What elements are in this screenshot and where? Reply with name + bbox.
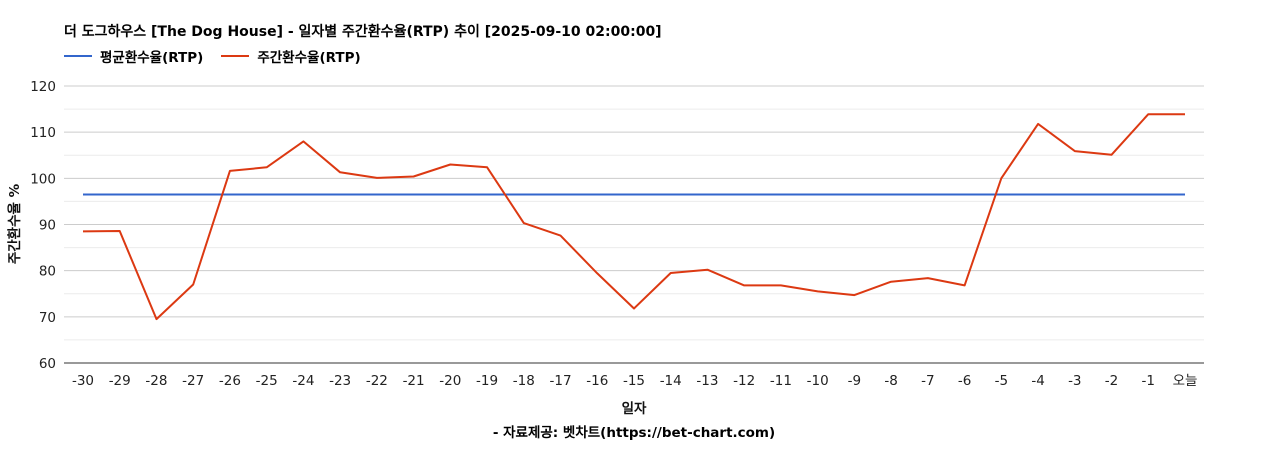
legend-swatch-average — [64, 55, 92, 57]
legend-swatch-weekly — [221, 55, 250, 57]
x-tick-label: -11 — [770, 373, 792, 389]
x-tick-label: -6 — [958, 373, 971, 389]
y-tick-label: 120 — [30, 79, 56, 95]
grid-lines — [64, 85, 1204, 364]
x-tick-label: -9 — [848, 373, 861, 389]
y-tick-labels: 60 70 80 90 100 110 120 — [30, 79, 56, 372]
x-tick-label: -20 — [439, 373, 461, 389]
x-tick-label: -17 — [550, 373, 572, 389]
y-tick-label: 100 — [30, 171, 56, 187]
series-lines — [82, 113, 1185, 321]
x-tick-label: -1 — [1142, 373, 1155, 389]
legend-label-average: 평균환수율(RTP) — [100, 50, 204, 66]
x-tick-label: -19 — [476, 373, 498, 389]
legend-label-weekly: 주간환수율(RTP) — [257, 50, 361, 66]
x-tick-label: -14 — [660, 373, 682, 389]
y-tick-label: 70 — [39, 310, 56, 326]
x-tick-label: -22 — [366, 373, 388, 389]
x-tick-label: -23 — [329, 373, 351, 389]
x-tick-label: -25 — [256, 373, 278, 389]
x-tick-label: -15 — [623, 373, 645, 389]
x-tick-label: -13 — [696, 373, 718, 389]
y-tick-label: 90 — [39, 218, 56, 234]
x-tick-label: -30 — [72, 373, 94, 389]
x-tick-label: -5 — [995, 373, 1008, 389]
x-tick-label: -18 — [513, 373, 535, 389]
x-tick-label: -26 — [219, 373, 241, 389]
x-tick-label: 오늘 — [1173, 373, 1198, 389]
x-tick-label: -16 — [586, 373, 608, 389]
legend-item-weekly[interactable]: 주간환수율(RTP) — [221, 46, 361, 66]
x-tick-label: -27 — [182, 373, 204, 389]
x-tick-label: -29 — [109, 373, 131, 389]
x-axis-title: 일자 — [622, 401, 647, 417]
x-tick-label: -12 — [733, 373, 755, 389]
x-tick-labels: -30 -29 -28 -27 -26 -25 -24 -23 -22 -21 -20 -19 -18-… — [72, 373, 1197, 389]
x-tick-label: -2 — [1105, 373, 1118, 389]
y-tick-label: 110 — [30, 125, 56, 141]
y-tick-label: 80 — [39, 264, 56, 280]
legend-item-average[interactable]: 평균환수율(RTP) — [64, 46, 203, 66]
x-tick-label: -7 — [921, 373, 934, 389]
legend: 평균환수율(RTP) 주간환수율(RTP) — [64, 46, 361, 66]
x-tick-label: -28 — [145, 373, 167, 389]
source-credit: - 자료제공: 벳차트(https://bet-chart.com) — [492, 425, 776, 441]
y-tick-label: 60 — [39, 356, 56, 372]
series-line-weekly[interactable] — [82, 113, 1185, 321]
x-tick-label: -21 — [403, 373, 425, 389]
x-tick-label: -3 — [1068, 373, 1081, 389]
x-tick-label: -10 — [807, 373, 829, 389]
y-axis-title: 주간환수율 % — [6, 183, 23, 264]
x-tick-label: -4 — [1031, 373, 1044, 389]
x-tick-label: -24 — [292, 373, 314, 389]
x-tick-label: -8 — [884, 373, 897, 389]
chart-title: 더 도그하우스 [The Dog House] - 일자별 주간환수율(RTP)… — [64, 24, 662, 40]
